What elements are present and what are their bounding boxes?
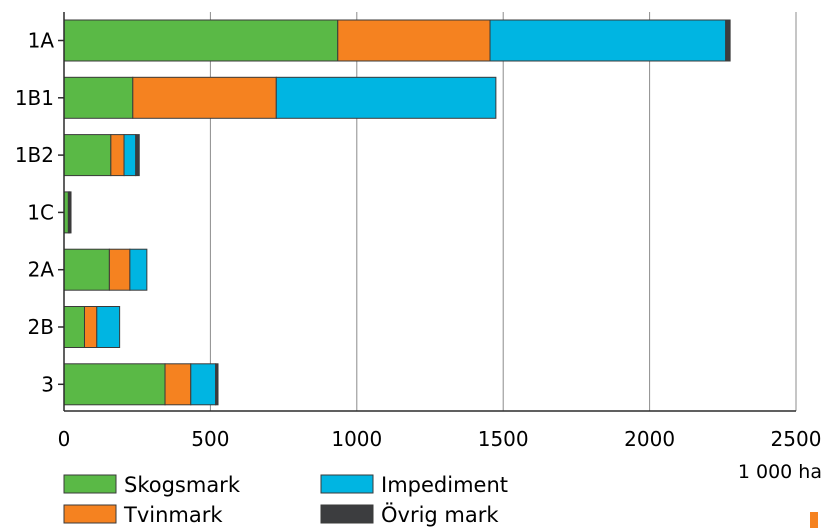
bar-segment	[135, 134, 140, 177]
bar-segment	[108, 248, 131, 291]
x-tick-label: 1000	[331, 427, 382, 451]
legend-label: Skogsmark	[124, 473, 241, 497]
x-tick-label: 500	[191, 427, 229, 451]
legend-swatch	[63, 474, 117, 494]
category-label: 1A	[28, 29, 55, 53]
x-tick-label: 1500	[478, 427, 529, 451]
bar-segment	[123, 134, 137, 177]
bar-segment	[83, 306, 98, 348]
bar-segment	[132, 76, 277, 119]
bar-segment	[63, 248, 110, 291]
category-label: 2B	[28, 315, 54, 339]
category-label: 2A	[28, 258, 55, 282]
bar-segment	[337, 19, 491, 62]
bar-segment	[164, 363, 192, 406]
category-label: 1C	[27, 200, 54, 224]
bar-segment	[96, 306, 121, 348]
gridlines	[209, 12, 797, 411]
bars	[63, 19, 731, 406]
category-label: 1B2	[15, 143, 54, 167]
bar-segment	[63, 19, 339, 62]
x-tick-label: 2000	[624, 427, 675, 451]
legend-label: Impediment	[381, 473, 508, 497]
bar-segment	[63, 363, 166, 406]
legend-swatch	[320, 504, 374, 524]
bar-segment	[63, 76, 134, 119]
bar-segment	[275, 76, 497, 119]
legend-label: Tvinmark	[123, 503, 223, 527]
legend-swatch	[63, 504, 117, 524]
x-tick-label: 0	[58, 427, 71, 451]
x-axis-unit-label: 1 000 ha	[738, 461, 822, 483]
legend-swatch	[320, 474, 374, 494]
bar-segment	[129, 248, 148, 291]
brand-mark-fragment	[810, 512, 818, 528]
bar-segment	[725, 19, 731, 62]
axes: 0 500 1000 1500 2000 2500 1A 1B1 1B2 1C 2A 2B 3	[15, 12, 822, 451]
category-label: 1B1	[15, 86, 54, 110]
bar-segment	[110, 134, 125, 177]
bar-segment	[63, 134, 112, 177]
x-tick-label: 2500	[771, 427, 822, 451]
bar-segment	[69, 191, 72, 234]
legend: Skogsmark Tvinmark Impediment Övrig mark	[63, 473, 508, 527]
legend-label: Övrig mark	[381, 502, 499, 527]
bar-segment	[489, 19, 727, 62]
category-label: 3	[41, 372, 54, 396]
bar-segment	[63, 306, 85, 348]
bar-segment	[190, 363, 217, 406]
bar-segment	[215, 363, 219, 406]
